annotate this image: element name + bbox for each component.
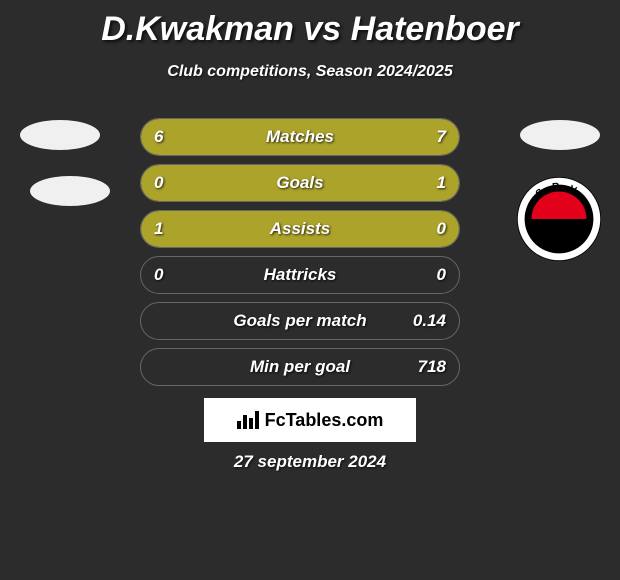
stat-row: Hattricks0 0 [140, 256, 460, 294]
stat-value-right: 718 [418, 348, 446, 386]
stat-label: Assists [140, 210, 460, 248]
stat-row: Goals0 1 [140, 164, 460, 202]
stat-value-right: 7 [437, 118, 446, 156]
date-text: 27 september 2024 [0, 452, 620, 472]
comparison-chart: Matches67Goals01Assists10Hattricks00Goal… [140, 118, 460, 394]
stat-row: Min per goal718 [140, 348, 460, 386]
excelsior-badge: S . B . V . E X C E L S I O R [516, 176, 602, 262]
stat-row: Matches6 7 [140, 118, 460, 156]
branding-text: FcTables.com [265, 410, 384, 431]
stat-value-right: 0.14 [413, 302, 446, 340]
stat-label: Matches [140, 118, 460, 156]
page-title: D.Kwakman vs Hatenboer [0, 0, 620, 49]
player-left-club-badge-1 [20, 120, 100, 150]
stat-label: Hattricks [140, 256, 460, 294]
stat-value-right: 0 [437, 256, 446, 294]
stat-value-left: 1 [154, 210, 163, 248]
stat-value-left: 0 [154, 164, 163, 202]
stat-row: Assists1 0 [140, 210, 460, 248]
stat-row: Goals per match0.14 [140, 302, 460, 340]
fctables-branding: FcTables.com [204, 398, 416, 442]
stat-value-right: 1 [437, 164, 446, 202]
page-subtitle: Club competitions, Season 2024/2025 [0, 49, 620, 81]
stat-label: Goals [140, 164, 460, 202]
bar-chart-icon [237, 411, 259, 429]
player-right-club-badge-1 [520, 120, 600, 150]
stat-label: Min per goal [140, 348, 460, 386]
player-left-club-badge-2 [30, 176, 110, 206]
stat-value-right: 0 [437, 210, 446, 248]
stat-value-left: 0 [154, 256, 163, 294]
stat-value-left: 6 [154, 118, 163, 156]
